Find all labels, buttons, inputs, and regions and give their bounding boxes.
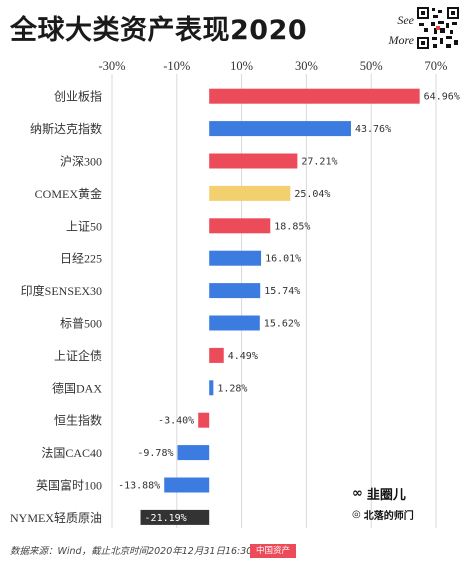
- bar: [209, 121, 351, 137]
- see-more-line2: More: [388, 33, 414, 47]
- value-label: 27.21%: [301, 157, 337, 168]
- bar: [209, 88, 420, 104]
- category-label: 日经225: [60, 252, 102, 266]
- bar: [198, 412, 210, 428]
- bar: [164, 477, 210, 493]
- data-source-note: 数据来源：Wind，截止北京时间2020年12月31日16:30: [10, 546, 253, 557]
- category-label: COMEX黄金: [35, 186, 102, 201]
- category-label: 标普500: [60, 317, 102, 331]
- value-label: 43.76%: [355, 124, 391, 135]
- category-label: 纳斯达克指数: [30, 121, 102, 136]
- category-label: NYMEX轻质原油: [10, 511, 102, 525]
- watermark-author: 北落的师门: [363, 511, 414, 522]
- bar: [140, 509, 210, 525]
- watermark: ∞ 韭圈儿 ◎ 北落的师门: [352, 484, 462, 522]
- x-tick-label: 30%: [295, 59, 318, 73]
- x-tick-label: 10%: [230, 59, 253, 73]
- qr-code-icon: [416, 6, 460, 50]
- bar: [209, 153, 298, 169]
- spiral-icon: ◎: [352, 509, 361, 520]
- legend-china-assets: 中国资产: [250, 544, 297, 558]
- bar: [209, 315, 260, 331]
- value-label: 15.74%: [264, 286, 300, 297]
- bar: [209, 347, 224, 363]
- x-tick-label: 50%: [360, 59, 383, 73]
- bar: [209, 250, 262, 266]
- bar: [209, 380, 214, 396]
- bar: [209, 218, 271, 234]
- value-label: -3.40%: [158, 416, 194, 427]
- chart-title: 全球大类资产表现2020: [10, 15, 308, 46]
- bar: [209, 283, 261, 299]
- see-more-line1: See: [397, 13, 414, 27]
- value-label: 4.49%: [228, 351, 258, 362]
- category-label: 恒生指数: [54, 413, 102, 428]
- category-label: 英国富时100: [36, 478, 102, 493]
- value-label: -9.78%: [137, 448, 173, 459]
- see-more-label: See More: [378, 10, 414, 50]
- value-label: 64.96%: [424, 92, 460, 103]
- value-label: 25.04%: [294, 189, 330, 200]
- value-label: 18.85%: [274, 221, 310, 232]
- value-label: -13.88%: [118, 481, 160, 492]
- value-label: -21.19%: [145, 513, 187, 524]
- bar: [209, 185, 291, 201]
- x-tick-label: -30%: [98, 59, 125, 73]
- category-label: 上证企债: [54, 348, 102, 363]
- category-label: 法国CAC40: [41, 446, 102, 460]
- bar: [177, 445, 210, 461]
- value-label: 1.28%: [217, 383, 247, 394]
- category-label: 德国DAX: [52, 380, 102, 395]
- infinity-icon: ∞: [352, 486, 363, 501]
- category-label: 沪深300: [60, 155, 102, 169]
- category-label: 印度SENSEX30: [21, 283, 102, 298]
- value-label: 16.01%: [265, 254, 301, 265]
- value-label: 15.62%: [264, 319, 300, 330]
- category-label: 上证50: [66, 219, 102, 233]
- bar-chart: -30% -10% 10% 30% 50% 70% 创业板指 64.96% 纳斯达克指数 43.7…: [10, 59, 460, 528]
- category-label: 创业板指: [54, 89, 102, 104]
- x-tick-label: -10%: [163, 59, 190, 73]
- watermark-brand: 韭圈儿: [366, 488, 406, 503]
- x-tick-label: 70%: [425, 59, 448, 73]
